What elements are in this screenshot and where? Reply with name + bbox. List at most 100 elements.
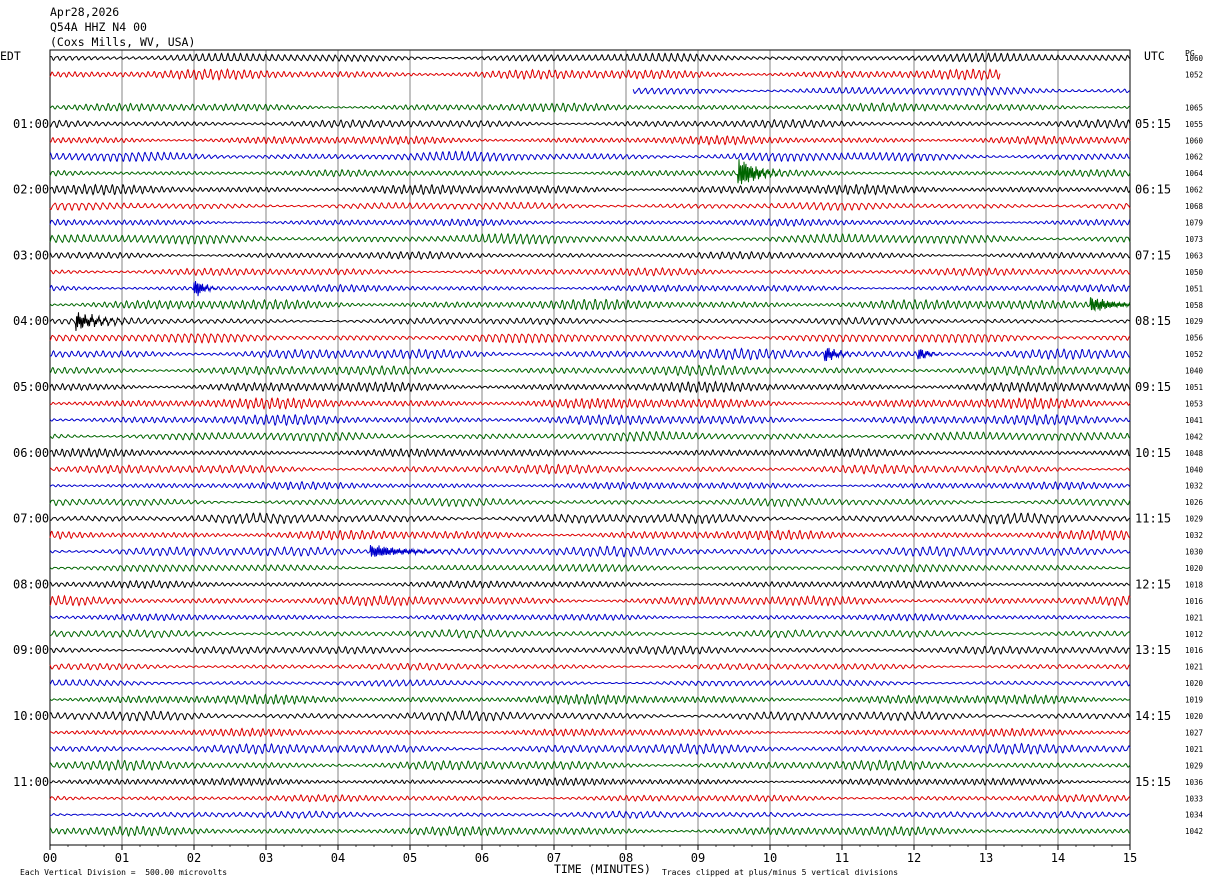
x-tick-label: 08	[619, 851, 633, 865]
trace-row-40	[49, 709, 1131, 722]
trace-row-28	[49, 512, 1131, 525]
row-value: 1020	[1185, 564, 1204, 573]
row-value: 1016	[1185, 597, 1204, 606]
trace-row-3	[49, 102, 1131, 113]
trace-row-31	[49, 563, 1131, 573]
trace-row-45	[49, 793, 1131, 803]
chart-header: Apr28,2026 Q54A HHZ N4 00 (Coxs Mills, W…	[50, 5, 195, 50]
trace-row-8	[49, 183, 1131, 196]
row-value: 1026	[1185, 498, 1204, 507]
left-hour-label: 09:00	[13, 643, 49, 657]
left-hour-label: 05:00	[13, 380, 49, 394]
row-value: 1056	[1185, 334, 1204, 343]
right-hour-label: 15:15	[1135, 775, 1171, 789]
trace-row-33	[49, 594, 1131, 607]
trace-row-12	[49, 250, 1131, 260]
left-hour-label: 03:00	[13, 248, 49, 262]
row-value: 1058	[1185, 301, 1204, 310]
row-value: 1032	[1185, 531, 1203, 540]
trace-row-25	[49, 463, 1131, 475]
x-tick-label: 02	[187, 851, 201, 865]
plot-frame	[49, 49, 1131, 846]
trace-row-43	[49, 759, 1131, 772]
left-hour-label: 02:00	[13, 183, 49, 197]
pg-label: PG	[1185, 49, 1195, 58]
row-value: 1034	[1185, 811, 1204, 820]
row-value: 1062	[1185, 153, 1203, 162]
left-hour-label: 06:00	[13, 446, 49, 460]
left-hour-label: 07:00	[13, 512, 49, 526]
row-value: 1062	[1185, 186, 1203, 195]
right-hour-label: 12:15	[1135, 577, 1171, 591]
row-value: 1020	[1185, 712, 1204, 721]
row-value: 1073	[1185, 235, 1203, 244]
row-value: 1079	[1185, 219, 1203, 228]
row-value: 1042	[1185, 827, 1203, 836]
trace-row-13	[49, 267, 1131, 277]
row-value: 1065	[1185, 103, 1203, 112]
left-hour-label: 10:00	[13, 709, 49, 723]
right-hour-label: 07:15	[1135, 248, 1171, 262]
row-value: 1032	[1185, 482, 1203, 491]
right-hour-label: 11:15	[1135, 512, 1171, 526]
row-value: 1042	[1185, 432, 1203, 441]
x-tick-label: 09	[691, 851, 705, 865]
trace-row-17	[49, 333, 1131, 344]
row-value: 1053	[1185, 399, 1203, 408]
station-code: Q54A HHZ N4 00	[50, 20, 147, 34]
trace-row-0	[49, 52, 1131, 63]
trace-row-39	[49, 693, 1131, 706]
row-value: 1027	[1185, 728, 1203, 737]
trace-row-21	[49, 396, 1131, 410]
row-value: 1040	[1185, 465, 1204, 474]
trace-row-34	[49, 613, 1131, 622]
row-value: 1048	[1185, 449, 1204, 458]
row-value: 1055	[1185, 120, 1203, 129]
trace-row-6	[49, 150, 1131, 163]
trace-row-11	[49, 232, 1131, 245]
right-hour-label: 13:15	[1135, 643, 1171, 657]
x-tick-label: 05	[403, 851, 417, 865]
row-value: 1060	[1185, 136, 1204, 145]
trace-row-23	[49, 430, 1131, 442]
trace-row-38	[49, 679, 1131, 687]
trace-row-32	[49, 579, 1131, 589]
clip-note: Traces clipped at plus/minus 5 vertical …	[662, 868, 899, 877]
trace-row-44	[49, 776, 1131, 787]
row-value: 1021	[1185, 745, 1203, 754]
right-timezone-label: UTC	[1144, 49, 1165, 63]
row-value: 1064	[1185, 169, 1204, 178]
x-tick-label: 04	[331, 851, 345, 865]
row-value: 1019	[1185, 696, 1203, 705]
x-tick-label: 03	[259, 851, 273, 865]
trace-row-18	[49, 347, 1131, 362]
x-tick-label: 00	[43, 851, 57, 865]
trace-row-41	[49, 727, 1131, 738]
row-value: 1029	[1185, 761, 1203, 770]
trace-row-46	[49, 810, 1131, 819]
right-hour-label: 10:15	[1135, 446, 1171, 460]
trace-row-24	[49, 447, 1131, 458]
row-value: 1020	[1185, 679, 1204, 688]
x-tick-label: 12	[907, 851, 921, 865]
row-value: 1030	[1185, 548, 1204, 557]
row-value: 1029	[1185, 317, 1203, 326]
left-hour-label: 01:00	[13, 117, 49, 131]
trace-row-37	[49, 662, 1131, 671]
row-value: 1029	[1185, 515, 1203, 524]
left-hour-label: 04:00	[13, 314, 49, 328]
trace-row-19	[49, 364, 1131, 377]
row-value: 1012	[1185, 630, 1203, 639]
row-value: 1063	[1185, 251, 1203, 260]
x-tick-label: 07	[547, 851, 561, 865]
row-value: 1021	[1185, 663, 1203, 672]
trace-row-5	[49, 134, 1131, 146]
row-value: 1068	[1185, 202, 1204, 211]
trace-row-14	[49, 280, 1131, 297]
x-tick-label: 10	[763, 851, 777, 865]
trace-row-10	[49, 218, 1131, 227]
trace-row-15	[49, 297, 1131, 312]
row-value: 1036	[1185, 778, 1204, 787]
trace-row-22	[49, 413, 1131, 427]
